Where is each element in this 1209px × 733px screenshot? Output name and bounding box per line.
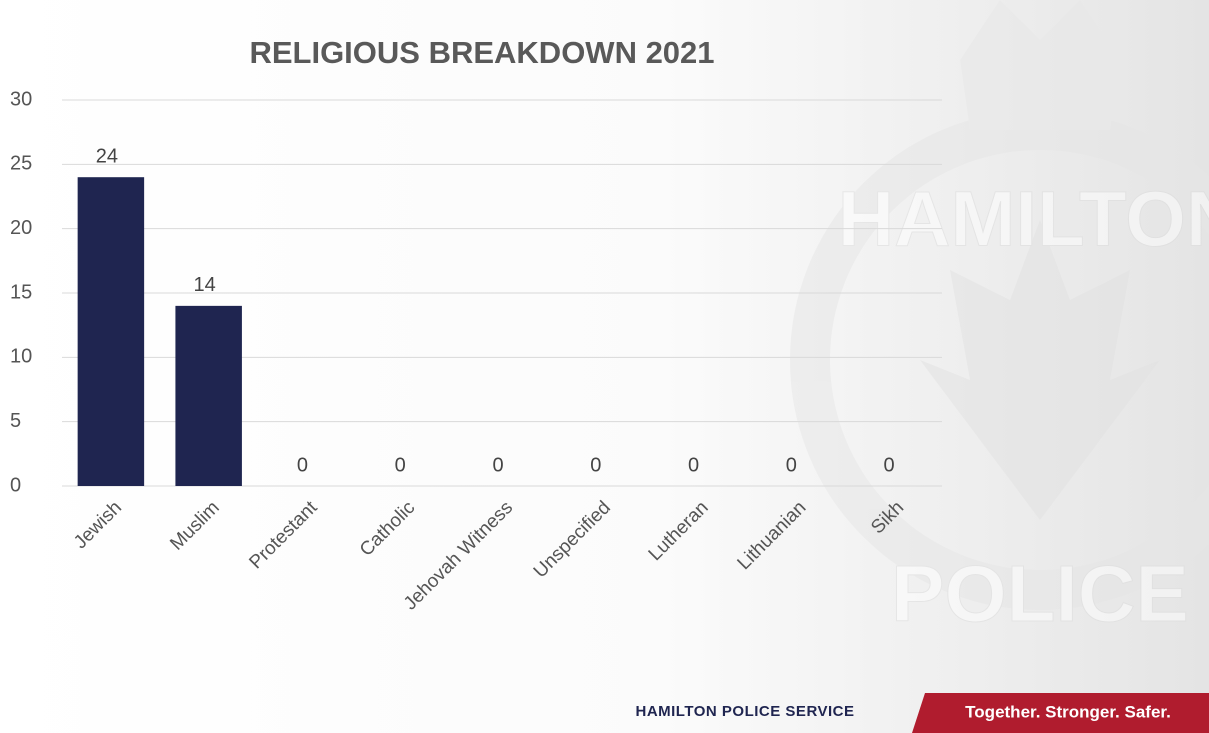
- y-tick-label: 15: [10, 281, 32, 303]
- watermark-top: HAMILTON: [838, 175, 1209, 263]
- bar: [77, 177, 145, 486]
- footer-slogan: Together. Stronger. Safer.: [965, 702, 1171, 721]
- data-label: 0: [688, 454, 699, 476]
- crown: [960, 0, 1120, 130]
- data-label: 0: [297, 454, 308, 476]
- chart-title: RELIGIOUS BREAKDOWN 2021: [249, 35, 714, 70]
- badge-watermark: HAMILTON POLICE: [790, 0, 1209, 639]
- y-tick-label: 30: [10, 88, 32, 110]
- data-label: 14: [194, 274, 216, 296]
- data-label: 0: [884, 454, 895, 476]
- data-label: 0: [590, 454, 601, 476]
- data-label: 24: [96, 145, 118, 167]
- data-label: 0: [786, 454, 797, 476]
- watermark-bottom: POLICE: [891, 549, 1189, 638]
- footer-banner: [912, 693, 1209, 733]
- y-tick-label: 25: [10, 153, 32, 175]
- y-tick-label: 20: [10, 217, 32, 239]
- data-label: 0: [492, 454, 503, 476]
- maple-leaf: [920, 220, 1160, 520]
- y-tick-label: 0: [10, 474, 21, 496]
- y-tick-label: 10: [10, 346, 32, 368]
- data-label: 0: [395, 454, 406, 476]
- bar: [175, 305, 242, 486]
- y-tick-label: 5: [10, 410, 21, 432]
- footer-organization: HAMILTON POLICE SERVICE: [635, 703, 854, 720]
